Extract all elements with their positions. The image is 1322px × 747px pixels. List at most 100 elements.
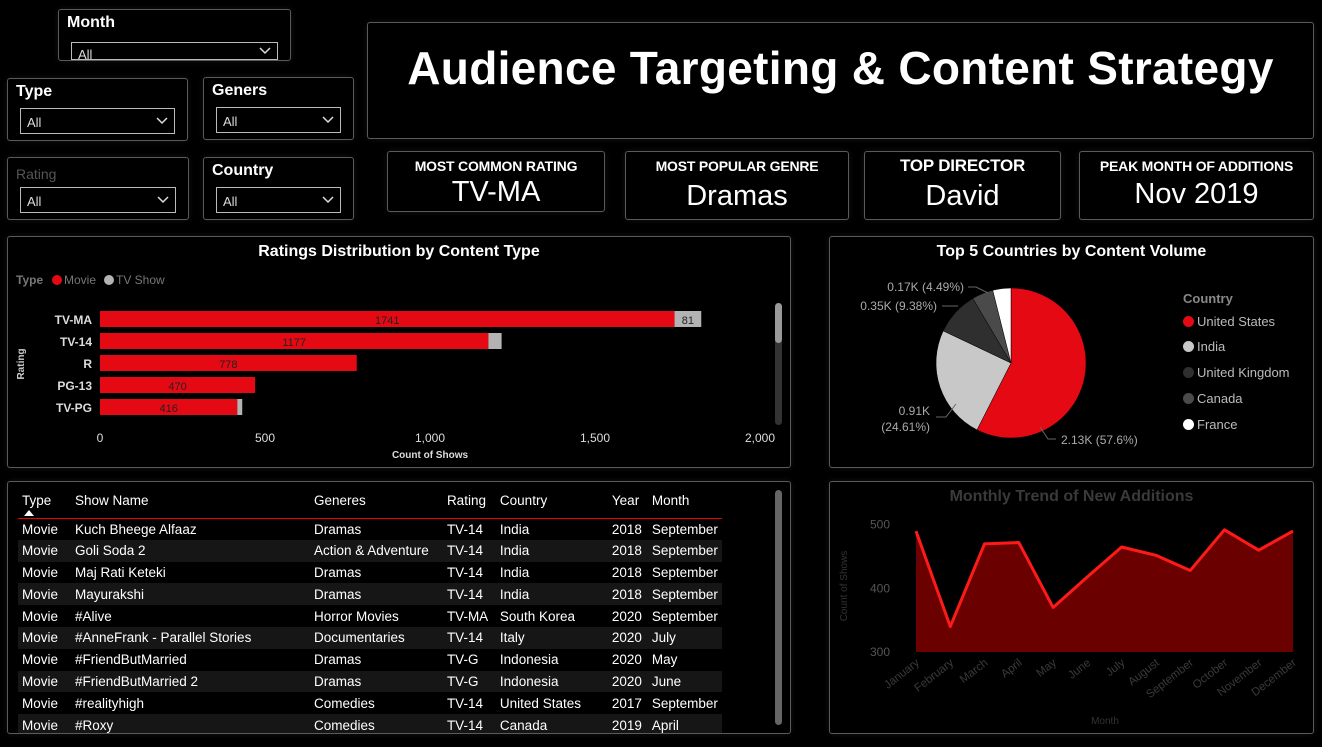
col-header-genres[interactable]: Generes [309,490,443,519]
table-cell: Dramas [309,583,443,606]
legend-item-france[interactable]: France [1183,417,1237,432]
table-cell: Documentaries [309,626,443,649]
x-tick-label: June [1066,657,1093,682]
table-cell: Movie [18,714,71,733]
data-label-movie: 1741 [375,315,399,327]
table-cell: July [647,626,722,649]
table-cell: 2018 [611,564,642,580]
legend-item-united-states[interactable]: United States [1183,314,1275,329]
table-cell: Horror Movies [313,608,399,624]
table-cell: Italy [495,626,608,649]
table-row[interactable]: Movie Maj Rati Keteki Dramas TV-14 India 2018… [18,562,722,584]
legend-label: India [1197,339,1226,354]
table-cell: Kuch Bheege Alfaaz [74,521,197,537]
slice-label: 0.35K (9.38%) [860,299,937,313]
table-cell: 2020 [607,670,648,693]
col-header-rating[interactable]: Rating [442,490,496,519]
x-tick-label: April [999,657,1025,681]
country-dropdown[interactable]: All [216,187,341,213]
leader-line [936,403,957,418]
table-row[interactable]: Movie #AnneFrank - Parallel Stories Docume… [18,626,722,649]
col-header-country[interactable]: Country [495,490,608,519]
legend-dot-tv-show [104,275,114,285]
table-cell: TV-G [442,670,496,693]
slicer-month: Month All [58,9,291,61]
table-cell: September [651,695,718,711]
table-cell: Movie [18,670,71,693]
genres-dropdown[interactable]: All [216,107,341,133]
kpi-label: TOP DIRECTOR [899,156,1026,175]
pie-slice-france [992,287,1012,364]
table-row[interactable]: Movie #FriendButMarried Dramas TV-G Indonesi… [18,649,722,671]
table-cell: Action & Adventure [309,539,443,562]
legend-item-canada[interactable]: Canada [1183,391,1243,406]
table-cell: September [651,564,718,580]
trend-area [916,529,1293,652]
table-cell: #FriendButMarried 2 [70,670,310,693]
table-row[interactable]: Movie #realityhigh Comedies TV-14 United Sta… [18,692,722,714]
col-header-type[interactable]: Type [18,490,71,519]
table-row[interactable]: Movie #Roxy Comedies TV-14 Canada 2019 April [18,714,722,733]
legend-dot [1183,341,1194,352]
slicer-rating: Rating All [7,157,189,220]
table-row[interactable]: Movie Kuch Bheege Alfaaz Dramas TV-14 India 2… [18,518,722,540]
table-cell: September [651,608,718,624]
table-cell: Comedies [313,695,375,711]
rating-dropdown[interactable]: All [20,187,176,213]
table-cell: #AnneFrank - Parallel Stories [70,626,310,649]
x-axis-label: Month [1091,716,1119,727]
slicer-genres: Geners All [203,77,354,140]
chevron-down-icon [157,196,169,204]
kpi-label: MOST COMMON RATING [414,158,578,174]
y-tick-label: 300 [870,645,890,659]
table-row[interactable]: Movie Goli Soda 2 Action & Adventure TV-14 I… [18,539,722,562]
col-header-month[interactable]: Month [647,490,722,519]
x-tick-label: February [912,657,956,695]
bar-chart-svg: Type Movie TV Show Rating TV-MA 1741 81 TV-14 11… [16,273,775,461]
table-cell: 2020 [611,608,642,624]
title-card: Audience Targeting & Content Strategy [367,22,1314,139]
table-row[interactable]: Movie #Alive Horror Movies TV-MA South Korea… [18,605,722,627]
bar-tv-show [488,333,502,349]
table-row[interactable]: Movie #FriendButMarried 2 Dramas TV-G Indone… [18,670,722,693]
chart-scrollbar-thumb[interactable] [775,303,782,343]
pie-slice-united-states [976,287,1087,439]
table-cell: TV-14 [446,521,483,537]
table-cell: 2018 [607,583,648,606]
table-cell: TV-MA [446,608,489,624]
kpi-card-peak-month: PEAK MONTH OF ADDITIONS Nov 2019 [1079,151,1314,220]
bar-movie [100,333,489,349]
month-dropdown[interactable]: All [71,42,278,60]
legend-label-movie: Movie [64,273,96,287]
table-cell: TV-14 [442,539,496,562]
table-cell: Canada [495,714,608,733]
table-cell: 2020 [611,652,642,668]
ratings-bar-chart: Ratings Distribution by Content Type Typ… [7,236,791,468]
table-cell: Movie [18,626,71,649]
page-title: Audience Targeting & Content Strategy [407,42,1274,94]
chart-scrollbar[interactable] [775,303,782,425]
legend-title: Country [1183,291,1233,306]
table-cell: April [647,714,722,733]
legend-label: Canada [1197,391,1243,406]
legend-item-india[interactable]: India [1183,339,1225,354]
slicer-country: Country All [203,157,354,220]
table-cell: 2019 [607,714,648,733]
chart-title: Monthly Trend of New Additions [949,488,1194,505]
type-dropdown[interactable]: All [20,108,175,134]
slice-label: (24.61%) [881,420,930,434]
table-scrollbar-thumb[interactable] [775,490,782,725]
legend-item-united-kingdom[interactable]: United Kingdom [1183,365,1290,380]
table-cell: Movie [22,695,59,711]
table-cell: Movie [22,521,59,537]
table-row[interactable]: Movie Mayurakshi Dramas TV-14 India 2018 Septe… [18,583,722,606]
y-tick-label: TV-MA [55,313,93,327]
table-cell: Movie [18,583,71,606]
x-tick-label: March [958,657,991,686]
month-dropdown-value: All [78,47,93,60]
col-header-show-name[interactable]: Show Name [70,490,310,519]
legend-dot [1183,393,1194,404]
bar-tv-show [237,399,243,415]
col-header-year[interactable]: Year [607,490,648,519]
